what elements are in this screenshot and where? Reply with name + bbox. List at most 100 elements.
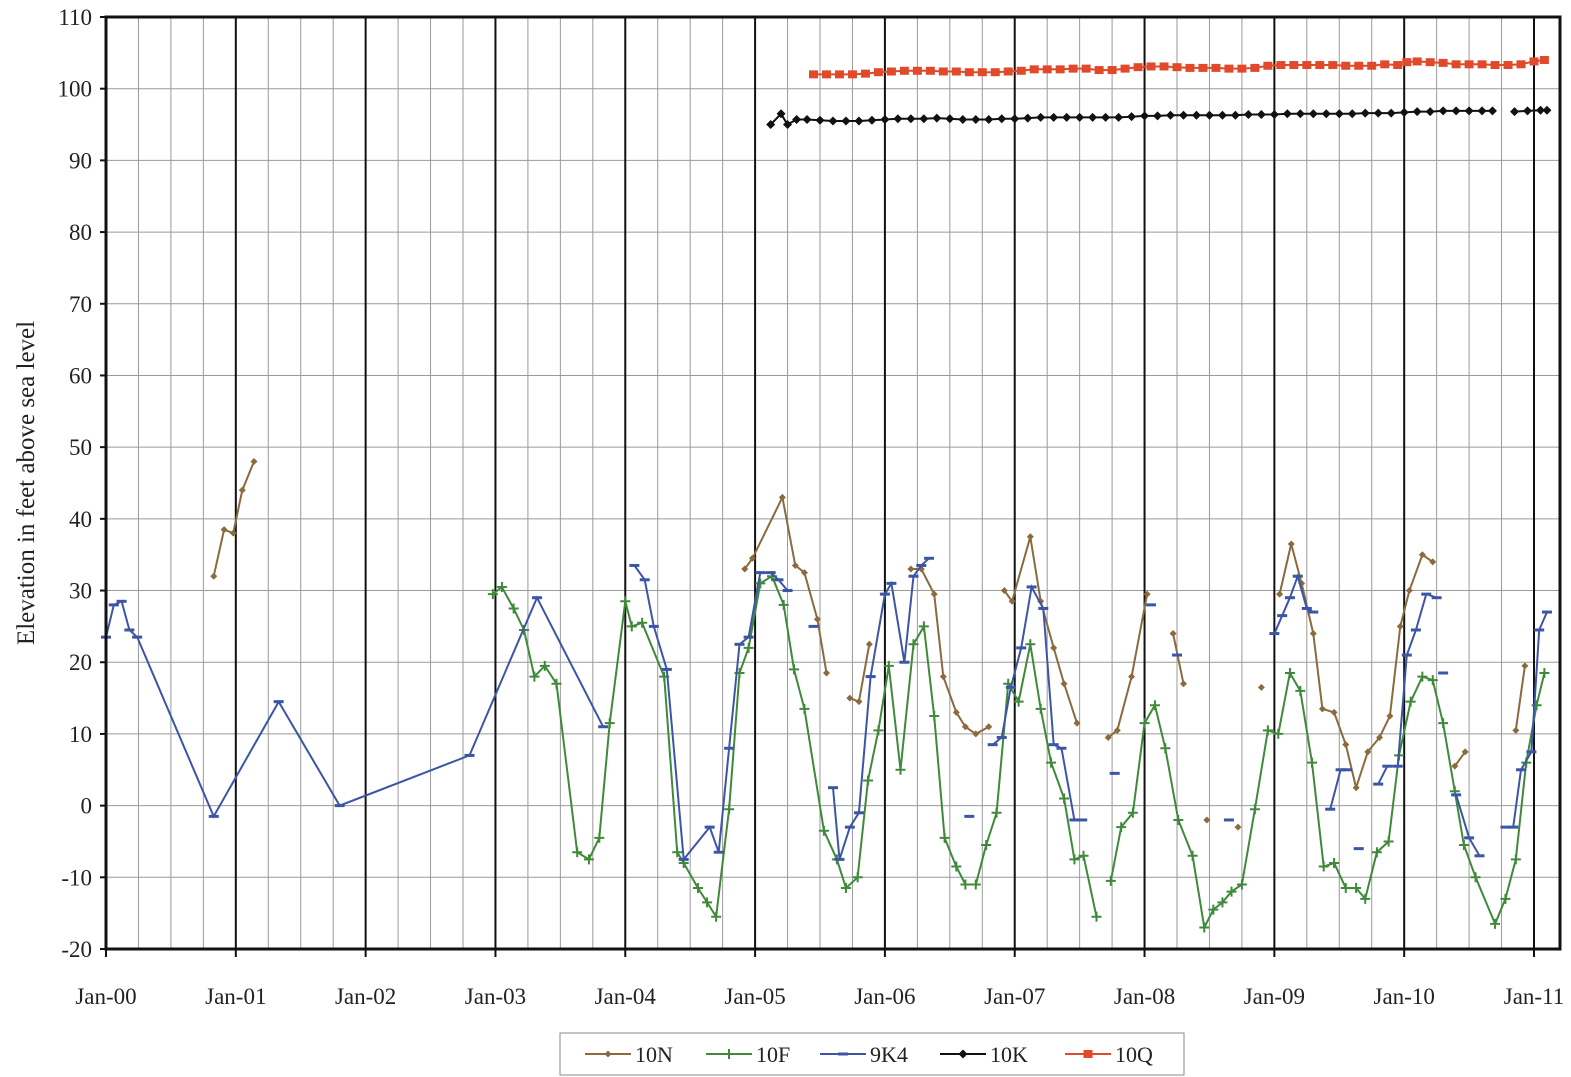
data-point	[1075, 112, 1085, 122]
data-point	[1191, 110, 1201, 120]
series-layer	[101, 56, 1552, 933]
data-point	[1198, 63, 1208, 72]
legend-label-10Q: 10Q	[1115, 1042, 1153, 1067]
data-point	[1149, 700, 1160, 711]
data-point	[1236, 879, 1247, 890]
data-point	[1321, 109, 1331, 119]
series-line	[1453, 751, 1467, 767]
data-point	[841, 116, 851, 126]
data-point	[229, 529, 237, 537]
data-point	[724, 804, 735, 815]
data-point	[912, 66, 922, 75]
data-point	[1529, 57, 1539, 66]
y-tick-label: 70	[69, 292, 92, 317]
data-point	[766, 120, 776, 130]
data-point	[1088, 112, 1098, 122]
data-point	[908, 639, 919, 650]
data-point	[1187, 850, 1198, 861]
data-point	[852, 872, 863, 883]
data-point	[938, 67, 948, 76]
data-point	[899, 66, 909, 75]
data-point	[1458, 840, 1469, 851]
data-point	[1405, 696, 1416, 707]
y-tick-label: 20	[69, 650, 92, 675]
data-point	[1081, 64, 1091, 73]
data-point	[846, 694, 854, 702]
data-point	[1178, 110, 1188, 120]
data-point	[958, 1049, 968, 1059]
plot-area-border	[104, 15, 1562, 951]
y-tick-label: -10	[61, 865, 92, 890]
data-point	[873, 68, 883, 77]
data-point	[1208, 904, 1219, 915]
y-tick-label: 40	[69, 507, 92, 532]
data-point	[1373, 108, 1383, 118]
data-point	[1107, 66, 1117, 75]
data-point	[1173, 814, 1184, 825]
data-point	[626, 621, 637, 632]
data-point	[960, 879, 971, 890]
data-point	[802, 115, 812, 125]
y-tick-label: 100	[58, 77, 93, 102]
x-tick-label: Jan-10	[1374, 984, 1435, 1009]
data-point	[748, 554, 756, 562]
series-10K	[766, 105, 1552, 130]
data-point	[583, 854, 594, 865]
data-point	[1010, 114, 1020, 124]
data-point	[1104, 734, 1112, 742]
data-point	[1036, 112, 1046, 122]
data-point	[1425, 107, 1435, 117]
data-point	[860, 69, 870, 78]
data-point	[1399, 107, 1409, 117]
data-point	[1535, 105, 1545, 115]
data-point	[828, 116, 838, 126]
data-point	[1068, 64, 1078, 73]
data-point	[1008, 597, 1016, 605]
x-axis-ticks: Jan-00 Jan-01 Jan-02 Jan-03 Jan-04 Jan-05 Jan-…	[75, 949, 1564, 1009]
data-point	[1352, 784, 1360, 792]
data-point	[220, 526, 228, 534]
data-point	[1029, 65, 1039, 74]
y-tick-label: 0	[81, 794, 93, 819]
data-point	[1438, 718, 1449, 729]
data-point	[1217, 110, 1227, 120]
data-point	[1308, 109, 1318, 119]
data-point	[1249, 804, 1260, 815]
data-point	[1510, 107, 1520, 117]
data-point	[1539, 667, 1550, 678]
data-point	[776, 109, 786, 119]
data-point	[1354, 61, 1364, 70]
y-tick-label: 110	[58, 5, 92, 30]
data-point	[958, 115, 968, 125]
x-tick-label: Jan-09	[1244, 984, 1305, 1009]
data-point	[1328, 61, 1338, 70]
data-point	[792, 115, 802, 125]
data-point	[1159, 62, 1169, 71]
data-point	[906, 114, 916, 124]
data-point	[529, 671, 540, 682]
data-point	[1393, 61, 1403, 70]
data-point	[863, 775, 874, 786]
x-tick-label: Jan-02	[335, 984, 396, 1009]
data-point	[1405, 587, 1413, 595]
data-point	[997, 114, 1007, 124]
data-point	[1347, 109, 1357, 119]
data-point	[1257, 683, 1265, 691]
data-point	[594, 832, 605, 843]
data-point	[925, 66, 935, 75]
data-point	[847, 70, 857, 79]
data-point	[1062, 112, 1072, 122]
data-point	[990, 68, 1000, 77]
data-point	[1199, 922, 1210, 933]
data-point	[1477, 106, 1487, 116]
data-point	[951, 861, 962, 872]
data-point	[1418, 551, 1426, 559]
data-point	[895, 764, 906, 775]
data-point	[1269, 110, 1279, 120]
y-tick-label: -20	[61, 937, 92, 962]
data-point	[250, 457, 258, 465]
data-point	[1330, 708, 1338, 716]
data-point	[1309, 630, 1317, 638]
data-point	[919, 114, 929, 124]
